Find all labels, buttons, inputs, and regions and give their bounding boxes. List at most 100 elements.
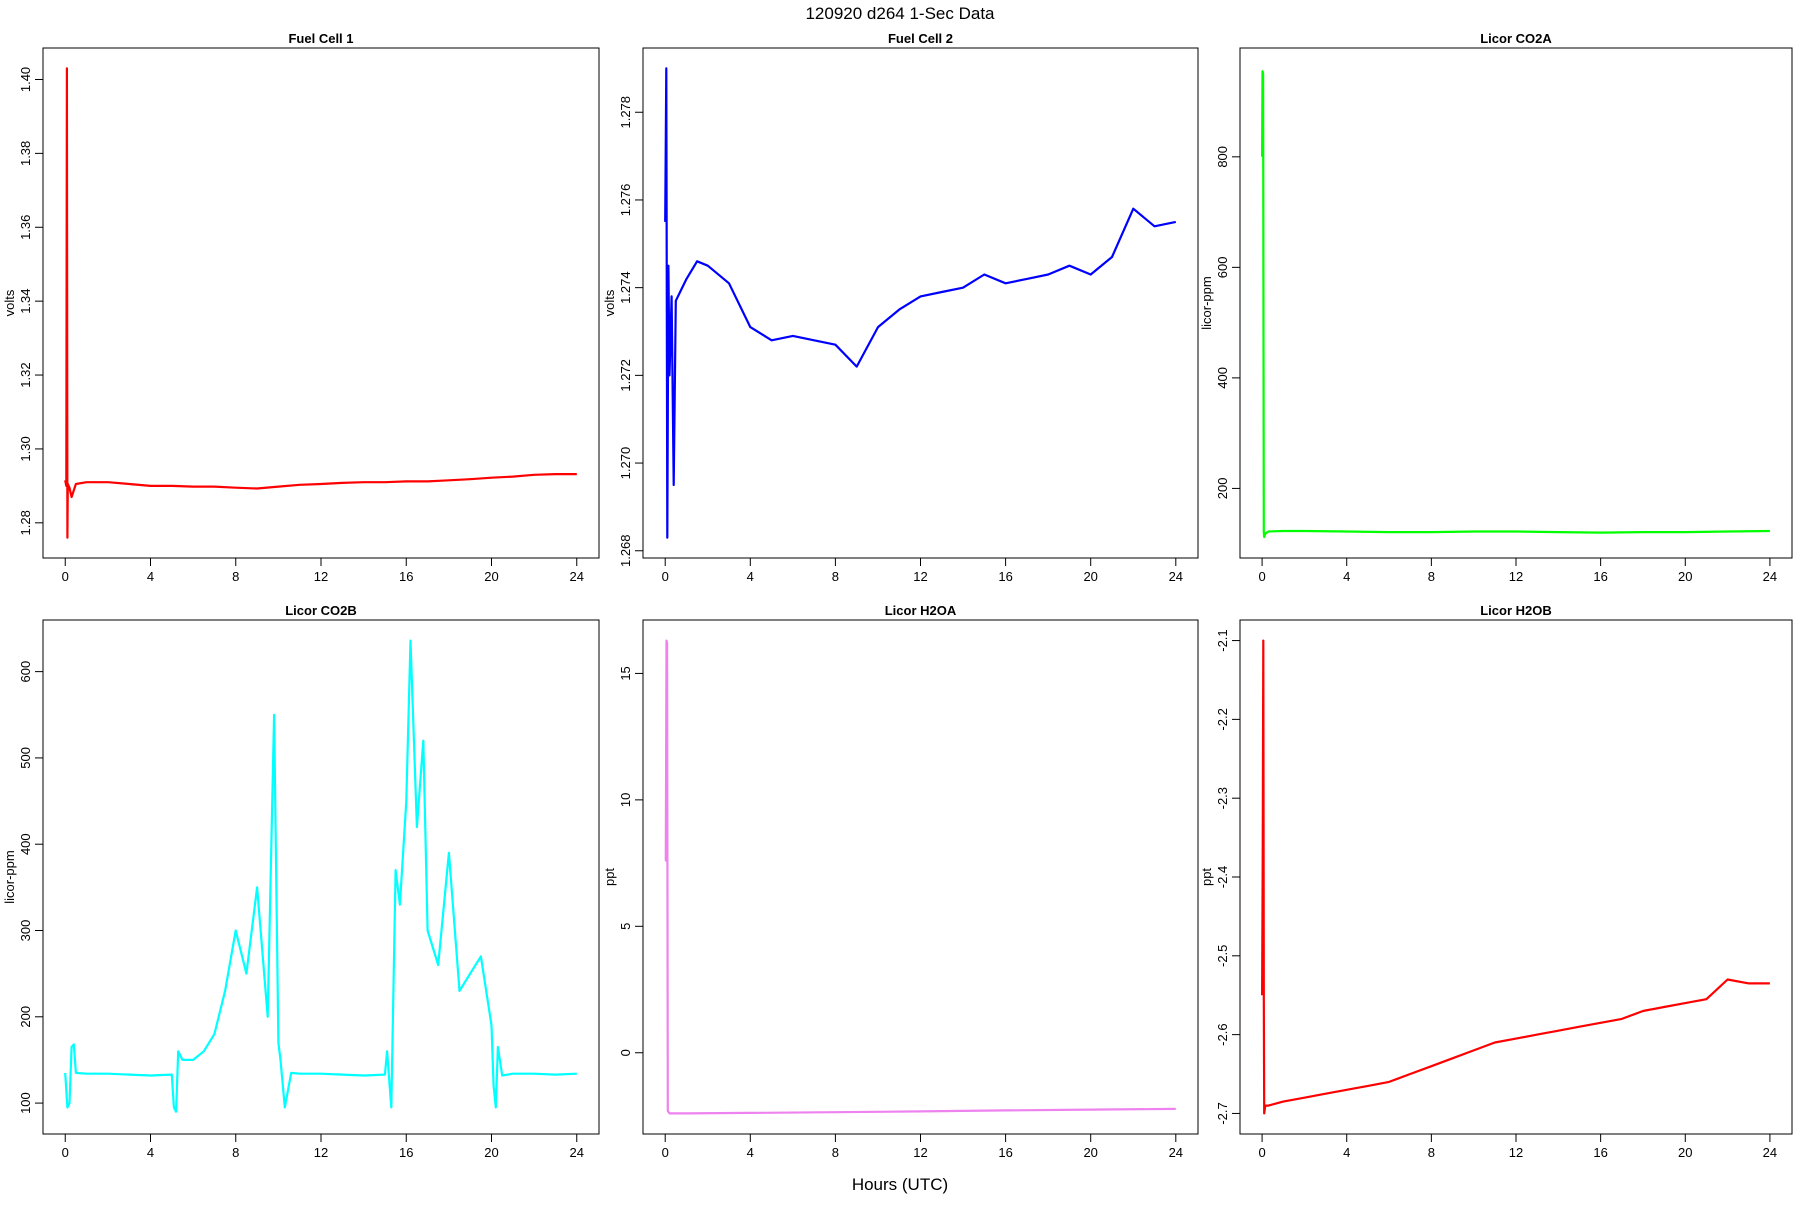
panel-title: Licor CO2A	[1480, 31, 1552, 46]
panel-title: Licor H2OA	[885, 603, 957, 618]
y-tick-label: 1.28	[18, 510, 33, 535]
x-tick-label: 4	[1343, 1145, 1350, 1160]
y-tick-label: 1.36	[18, 215, 33, 240]
x-tick-label: 12	[913, 569, 927, 584]
y-tick-label: 1.30	[18, 436, 33, 461]
x-tick-label: 8	[832, 569, 839, 584]
y-tick-label: 1.272	[618, 359, 633, 392]
x-tick-label: 24	[1763, 569, 1777, 584]
x-tick-label: 16	[399, 569, 413, 584]
x-tick-label: 12	[314, 1145, 328, 1160]
x-tick-label: 20	[484, 1145, 498, 1160]
y-tick-label: 1.274	[618, 271, 633, 304]
y-tick-label: 1.270	[618, 447, 633, 480]
y-tick-label: 100	[18, 1092, 33, 1114]
panel-title: Fuel Cell 1	[288, 31, 353, 46]
x-tick-label: 24	[570, 1145, 584, 1160]
x-tick-label: 4	[147, 569, 154, 584]
figure-title: 120920 d264 1-Sec Data	[805, 4, 995, 23]
x-tick-label: 16	[998, 1145, 1012, 1160]
panel-2: Fuel Cell 2 volts 0 4 8 12 16 20 24 1.268 1.270 1.2…	[602, 31, 1199, 584]
plot-frame	[642, 47, 1199, 559]
x-tick-label: 8	[1428, 1145, 1435, 1160]
y-tick-label: 10	[618, 793, 633, 807]
series-line-1	[1260, 639, 1770, 1115]
x-tick-label: 24	[1169, 569, 1183, 584]
panel-6: Licor H2OB ppt 0 4 8 12 16 20 24 -2.7 -2.6 -2.5 -2.4…	[1199, 603, 1793, 1160]
x-tick-label: 16	[1593, 569, 1607, 584]
x-tick-label: 20	[484, 569, 498, 584]
x-tick-label: 24	[1169, 1145, 1183, 1160]
y-axis-label: ppt	[602, 868, 617, 886]
series-line-1	[64, 639, 577, 1113]
x-tick-label: 4	[747, 1145, 754, 1160]
panel-3: Licor CO2A licor-ppm 0 4 8 12 16 20 24 200 400 600 8…	[1199, 31, 1793, 584]
y-tick-label: 0	[618, 1049, 633, 1056]
x-tick-label: 20	[1083, 1145, 1097, 1160]
y-tick-label: 15	[618, 666, 633, 680]
y-axis-label: volts	[602, 289, 617, 316]
x-tick-label: 24	[1763, 1145, 1777, 1160]
x-tick-label: 20	[1678, 1145, 1692, 1160]
y-axis-label: licor-ppm	[2, 850, 17, 903]
y-tick-label: -2.3	[1215, 787, 1230, 809]
figure-xlabel: Hours (UTC)	[852, 1175, 948, 1194]
x-tick-label: 24	[570, 569, 584, 584]
x-tick-label: 4	[1343, 569, 1350, 584]
y-tick-label: 400	[18, 833, 33, 855]
x-tick-label: 0	[1258, 569, 1265, 584]
y-tick-label: 300	[18, 920, 33, 942]
x-tick-label: 8	[232, 1145, 239, 1160]
x-tick-label: 8	[1428, 569, 1435, 584]
y-tick-label: 1.276	[618, 184, 633, 217]
series-line-1	[1260, 70, 1770, 539]
y-tick-label: 800	[1215, 146, 1230, 168]
y-tick-label: -2.6	[1215, 1023, 1230, 1045]
y-tick-label: -2.2	[1215, 708, 1230, 730]
y-axis-label: licor-ppm	[1199, 276, 1214, 329]
series-line-1	[664, 67, 1177, 539]
y-tick-label: 1.38	[18, 141, 33, 166]
series-line-1	[664, 639, 1176, 1115]
y-axis-label: volts	[2, 289, 17, 316]
y-tick-label: 1.40	[18, 67, 33, 92]
x-tick-label: 4	[147, 1145, 154, 1160]
y-tick-label: 5	[618, 923, 633, 930]
y-tick-label: 600	[1215, 257, 1230, 279]
x-tick-label: 12	[314, 569, 328, 584]
panel-title: Licor H2OB	[1480, 603, 1552, 618]
x-tick-label: 20	[1083, 569, 1097, 584]
panel-1: Fuel Cell 1 volts 0 4 8 12 16 20 24 1.28 1.30 1.32 1…	[2, 31, 600, 584]
x-tick-label: 0	[662, 1145, 669, 1160]
y-tick-label: 200	[1215, 478, 1230, 500]
x-tick-label: 16	[399, 1145, 413, 1160]
panel-title: Licor CO2B	[285, 603, 357, 618]
x-tick-label: 8	[832, 1145, 839, 1160]
x-tick-label: 12	[1509, 1145, 1523, 1160]
plot-frame	[1239, 47, 1793, 559]
plot-frame	[1239, 619, 1793, 1135]
x-tick-label: 20	[1678, 569, 1692, 584]
x-tick-label: 0	[662, 569, 669, 584]
y-tick-label: 1.268	[618, 534, 633, 567]
y-tick-label: -2.4	[1215, 866, 1230, 888]
x-tick-label: 12	[913, 1145, 927, 1160]
x-tick-label: 0	[1258, 1145, 1265, 1160]
panel-4: Licor CO2B licor-ppm 0 4 8 12 16 20 24 100 200 300 4…	[2, 603, 600, 1160]
y-axis-label: ppt	[1199, 868, 1214, 886]
x-tick-label: 16	[998, 569, 1012, 584]
panel-5: Licor H2OA ppt 0 4 8 12 16 20 24 0 5 10 15	[602, 603, 1199, 1160]
x-tick-label: 16	[1593, 1145, 1607, 1160]
series-line-1	[64, 67, 577, 539]
x-tick-label: 0	[62, 1145, 69, 1160]
y-tick-label: 600	[18, 661, 33, 683]
x-tick-label: 8	[232, 569, 239, 584]
plot-frame	[642, 619, 1199, 1135]
x-tick-label: 4	[747, 569, 754, 584]
plot-frame	[42, 619, 600, 1135]
panel-title: Fuel Cell 2	[888, 31, 953, 46]
y-tick-label: 1.32	[18, 362, 33, 387]
y-tick-label: -2.7	[1215, 1102, 1230, 1124]
